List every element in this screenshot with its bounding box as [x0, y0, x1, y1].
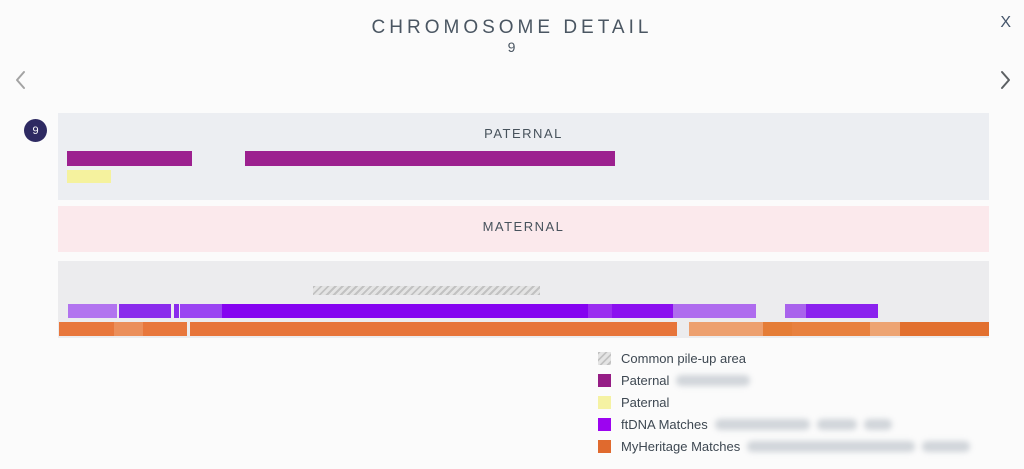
ftdna-match-segment[interactable] [588, 304, 612, 318]
redacted-blurred-text [863, 419, 892, 430]
chevron-left-icon [10, 68, 32, 92]
chevron-right-icon [994, 68, 1016, 92]
myheritage-match-segment[interactable] [900, 322, 989, 336]
ftdna-match-segment[interactable] [806, 304, 878, 318]
legend-item: Paternal [598, 395, 970, 410]
matches-band [58, 261, 989, 338]
ftdna-match-segment[interactable] [174, 304, 179, 318]
myheritage-match-segment[interactable] [190, 322, 677, 336]
myheritage-match-segment[interactable] [143, 322, 187, 336]
ftdna-match-segment[interactable] [68, 304, 117, 318]
close-icon[interactable]: X [1000, 14, 1011, 31]
redacted-blurred-text [922, 441, 971, 452]
chromosome-number-subtitle: 9 [507, 39, 517, 55]
chromosome-badge-number: 9 [32, 124, 39, 137]
paternal-swatch [598, 374, 611, 387]
ftdna-match-segment[interactable] [673, 304, 756, 318]
ftdna-swatch [598, 418, 611, 431]
ftdna-match-segment[interactable] [612, 304, 673, 318]
myheritage-match-segment[interactable] [114, 322, 143, 336]
paternal-match-segment[interactable] [67, 151, 192, 166]
paternal-band: PATERNAL [58, 113, 989, 200]
ftdna-match-segment[interactable] [785, 304, 806, 318]
ftdna-match-segment[interactable] [119, 304, 171, 318]
legend: Common pile-up area Paternal Paternal ftDNA… [598, 351, 971, 454]
maternal-band: MATERNAL [58, 206, 989, 252]
legend-item: MyHeritage Matches [598, 439, 971, 454]
paternal-match-segment-yellow[interactable] [67, 170, 111, 183]
myheritage-swatch [598, 440, 611, 453]
myheritage-match-segment[interactable] [763, 322, 792, 336]
legend-item: Common pile-up area [598, 351, 970, 366]
legend-item: ftDNA Matches [598, 417, 970, 432]
legend-label: Paternal [621, 373, 670, 388]
redacted-blurred-text [816, 419, 857, 430]
maternal-band-label: MATERNAL [482, 219, 565, 234]
legend-label: Common pile-up area [621, 351, 747, 366]
ftdna-match-segment[interactable] [222, 304, 588, 318]
chromosome-badge: 9 [24, 119, 47, 142]
redacted-blurred-text [714, 419, 810, 430]
paternal-band-label: PATERNAL [484, 126, 563, 141]
myheritage-match-segment[interactable] [870, 322, 900, 336]
pileup-hatch-swatch [598, 352, 611, 365]
paternal-alt-swatch [598, 396, 611, 409]
myheritage-match-segment[interactable] [59, 322, 114, 336]
legend-label: ftDNA Matches [621, 417, 708, 432]
page-title: CHROMOSOME DETAIL [371, 17, 653, 38]
legend-label: Paternal [621, 395, 670, 410]
common-pileup-area-bar [313, 286, 540, 295]
next-chromosome-button[interactable] [994, 68, 1016, 92]
paternal-match-segment[interactable] [245, 151, 615, 166]
legend-label: MyHeritage Matches [621, 439, 741, 454]
redacted-blurred-text [747, 441, 916, 452]
ftdna-match-segment[interactable] [180, 304, 222, 318]
redacted-blurred-text [676, 375, 751, 386]
previous-chromosome-button[interactable] [10, 68, 32, 92]
legend-item: Paternal [598, 373, 970, 388]
myheritage-match-segment[interactable] [792, 322, 870, 336]
myheritage-match-segment[interactable] [689, 322, 763, 336]
